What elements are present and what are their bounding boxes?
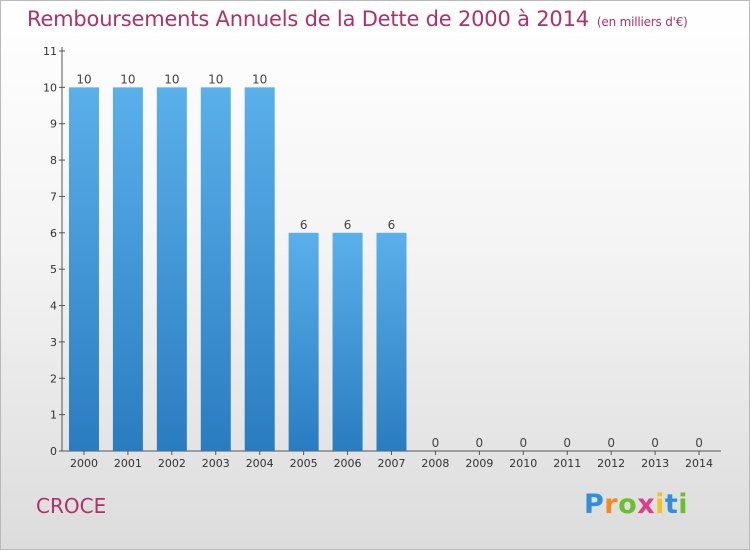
y-tick-label: 8	[50, 154, 57, 167]
value-label: 0	[607, 436, 615, 450]
y-tick-label: 6	[50, 227, 57, 240]
bars	[68, 87, 407, 451]
y-tick-label: 11	[43, 45, 57, 58]
value-label: 0	[519, 436, 527, 450]
value-label: 0	[476, 436, 484, 450]
value-label: 0	[432, 436, 440, 450]
logo-letter: t	[664, 489, 679, 520]
x-tick-label: 2001	[114, 457, 142, 470]
x-tick-label: 2011	[553, 457, 581, 470]
bar	[200, 87, 231, 451]
x-tick-label: 2014	[685, 457, 713, 470]
value-label: 6	[344, 218, 352, 232]
y-tick-label: 3	[50, 336, 57, 349]
y-tick-label: 1	[50, 409, 57, 422]
x-tick-label: 2008	[421, 457, 449, 470]
value-label: 6	[300, 218, 308, 232]
x-tick-label: 2004	[246, 457, 274, 470]
x-tick-label: 2003	[202, 457, 230, 470]
value-labels: 10 10 10 10 10 6 6 6 0 0 0 0 0 0 0	[76, 72, 703, 450]
y-tick-label: 2	[50, 372, 57, 385]
bar	[156, 87, 187, 451]
value-label: 10	[120, 72, 135, 86]
bar	[68, 87, 99, 451]
logo-letter: x	[637, 489, 656, 520]
value-label: 0	[563, 436, 571, 450]
logo-letter: o	[618, 489, 638, 520]
logo-letter: r	[604, 489, 619, 520]
x-tick-label: 2012	[597, 457, 625, 470]
bar	[376, 232, 407, 451]
logo-letter: P	[584, 489, 605, 520]
bar	[112, 87, 143, 451]
logo-letter: i	[655, 489, 665, 520]
proxiti-logo: Proxiti	[584, 489, 688, 520]
y-tick-label: 4	[50, 300, 57, 313]
bar	[244, 87, 275, 451]
value-label: 10	[208, 72, 223, 86]
y-tick-label: 10	[43, 81, 57, 94]
logo-letter: i	[678, 489, 689, 520]
x-tick-label: 2006	[334, 457, 362, 470]
bar	[332, 232, 363, 451]
value-label: 10	[164, 72, 179, 86]
x-tick-label: 2005	[290, 457, 318, 470]
value-label: 0	[651, 436, 659, 450]
y-tick-label: 5	[50, 263, 57, 276]
bar	[288, 232, 319, 451]
x-tick-label: 2007	[378, 457, 406, 470]
chart-unit: (en milliers d'€)	[596, 15, 688, 29]
x-tick-label: 2013	[641, 457, 669, 470]
chart-title-text: Remboursements Annuels de la Dette de 20…	[27, 7, 589, 31]
axes: 0 1 2 3 4 5 6 7 8 9 10 11 2000 2001 2002 2003 2004 2005 20…	[43, 45, 721, 470]
x-tick-label: 2002	[158, 457, 186, 470]
x-tick-label: 2000	[70, 457, 98, 470]
y-tick-label: 9	[50, 118, 57, 131]
value-label: 6	[388, 218, 396, 232]
x-tick-label: 2010	[509, 457, 537, 470]
x-tick-label: 2009	[465, 457, 493, 470]
value-label: 10	[76, 72, 91, 86]
commune-name: CROCE	[36, 494, 107, 518]
chart-title: Remboursements Annuels de la Dette de 20…	[27, 7, 688, 31]
y-tick-label: 7	[50, 190, 57, 203]
value-label: 0	[695, 436, 703, 450]
y-tick-label: 0	[50, 445, 57, 458]
value-label: 10	[252, 72, 267, 86]
